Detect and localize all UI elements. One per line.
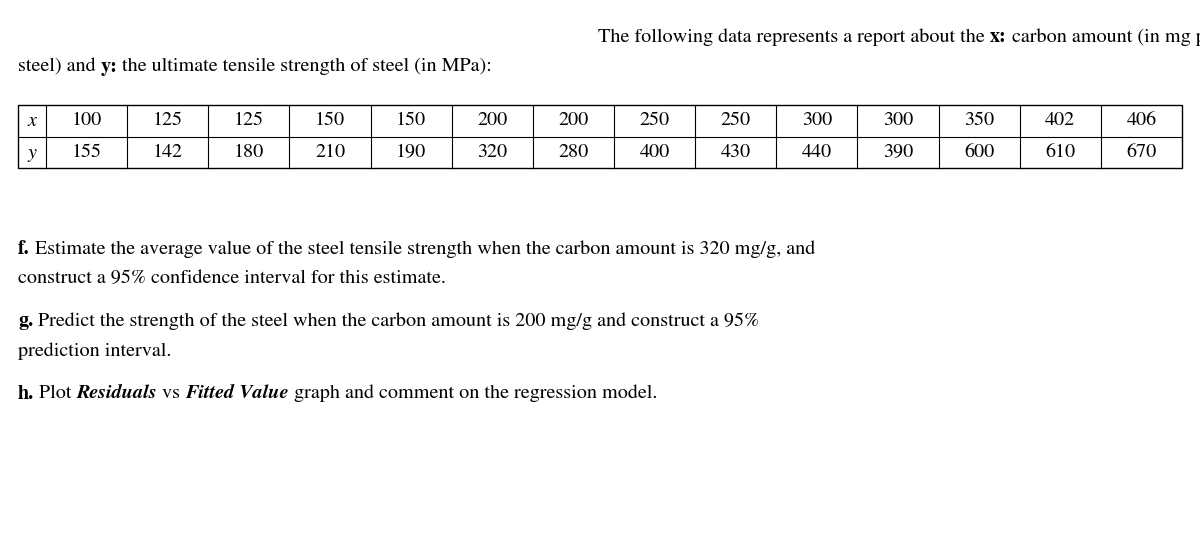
- Text: 610: 610: [1045, 144, 1075, 161]
- Text: 142: 142: [152, 144, 182, 161]
- Text: construct a 95% confidence interval for this estimate.: construct a 95% confidence interval for …: [18, 270, 446, 288]
- Text: 402: 402: [1045, 112, 1075, 130]
- Text: 440: 440: [802, 144, 832, 161]
- Text: 200: 200: [478, 112, 508, 130]
- Text: 125: 125: [234, 112, 264, 130]
- Text: Residuals: Residuals: [77, 385, 157, 402]
- Text: The following data represents a report about the: The following data represents a report a…: [599, 28, 990, 45]
- Text: the ultimate tensile strength of steel (in MPa):: the ultimate tensile strength of steel (…: [118, 58, 492, 75]
- Text: 250: 250: [721, 112, 751, 130]
- Text: 430: 430: [721, 144, 751, 161]
- Text: 350: 350: [964, 112, 995, 130]
- Text: vs: vs: [157, 385, 185, 402]
- Text: 250: 250: [640, 112, 670, 130]
- Text: 210: 210: [314, 144, 346, 161]
- Text: Estimate the average value of the steel tensile strength when the carbon amount : Estimate the average value of the steel …: [30, 240, 815, 258]
- Text: 125: 125: [152, 112, 182, 130]
- Text: Fitted Value: Fitted Value: [185, 385, 289, 402]
- Text: 155: 155: [72, 144, 102, 161]
- Text: 280: 280: [558, 144, 588, 161]
- Text: 320: 320: [478, 144, 508, 161]
- Bar: [18, 105, 1182, 168]
- Text: y: y: [28, 143, 36, 162]
- Text: graph and comment on the regression model.: graph and comment on the regression mode…: [289, 385, 658, 403]
- Text: 390: 390: [883, 144, 913, 161]
- Text: 400: 400: [640, 144, 670, 161]
- Text: Predict the strength of the steel when the carbon amount is 200 mg/g and constru: Predict the strength of the steel when t…: [34, 312, 760, 330]
- Text: carbon amount (in mg per 1g: carbon amount (in mg per 1g: [1007, 28, 1200, 45]
- Text: g.: g.: [18, 312, 34, 330]
- Text: 406: 406: [1127, 112, 1157, 130]
- Text: 300: 300: [883, 112, 913, 130]
- Text: steel) and: steel) and: [18, 58, 101, 75]
- Text: 670: 670: [1127, 144, 1157, 161]
- Text: Plot: Plot: [34, 385, 77, 402]
- Text: 200: 200: [558, 112, 588, 130]
- Text: 600: 600: [964, 144, 995, 161]
- Text: x:: x:: [990, 28, 1007, 46]
- Text: h.: h.: [18, 385, 34, 403]
- Text: 190: 190: [396, 144, 426, 161]
- Text: f.: f.: [18, 240, 30, 258]
- Text: 180: 180: [234, 144, 264, 161]
- Text: 100: 100: [72, 112, 102, 130]
- Text: prediction interval.: prediction interval.: [18, 342, 172, 360]
- Text: 150: 150: [314, 112, 346, 130]
- Text: 150: 150: [396, 112, 426, 130]
- Text: x: x: [28, 112, 36, 130]
- Text: y:: y:: [101, 58, 118, 76]
- Text: 300: 300: [802, 112, 832, 130]
